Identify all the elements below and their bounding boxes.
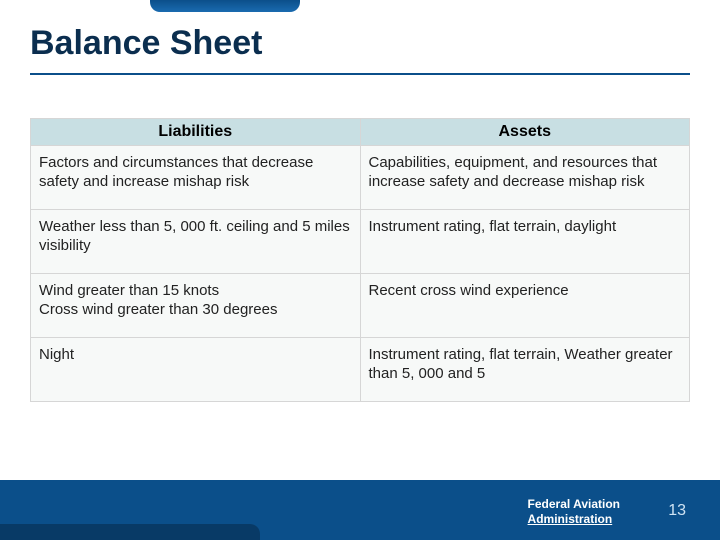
footer-accent bbox=[0, 524, 260, 540]
balance-table: Liabilities Assets Factors and circumsta… bbox=[30, 118, 690, 402]
cell-liabilities: Weather less than 5, 000 ft. ceiling and… bbox=[31, 210, 361, 274]
page-title: Balance Sheet bbox=[30, 24, 690, 63]
cell-assets: Instrument rating, flat terrain, dayligh… bbox=[360, 210, 690, 274]
cell-assets: Recent cross wind experience bbox=[360, 274, 690, 338]
cell-liabilities: Night bbox=[31, 338, 361, 402]
footer-agency: Federal Aviation Administration bbox=[528, 497, 620, 526]
cell-liabilities: Factors and circumstances that decrease … bbox=[31, 146, 361, 210]
table-row: Factors and circumstances that decrease … bbox=[31, 146, 690, 210]
cell-assets: Instrument rating, flat terrain, Weather… bbox=[360, 338, 690, 402]
footer-agency-line2: Administration bbox=[528, 512, 620, 526]
table-row: Wind greater than 15 knots Cross wind gr… bbox=[31, 274, 690, 338]
col-header-assets: Assets bbox=[360, 119, 690, 146]
title-underline bbox=[30, 73, 690, 75]
cell-assets: Capabilities, equipment, and resources t… bbox=[360, 146, 690, 210]
col-header-liabilities: Liabilities bbox=[31, 119, 361, 146]
table-row: Night Instrument rating, flat terrain, W… bbox=[31, 338, 690, 402]
table-header-row: Liabilities Assets bbox=[31, 119, 690, 146]
cell-liabilities: Wind greater than 15 knots Cross wind gr… bbox=[31, 274, 361, 338]
footer-agency-line1: Federal Aviation bbox=[528, 497, 620, 511]
table-row: Weather less than 5, 000 ft. ceiling and… bbox=[31, 210, 690, 274]
page-number: 13 bbox=[668, 502, 686, 520]
top-accent-bar bbox=[0, 0, 720, 12]
title-wrap: Balance Sheet bbox=[30, 24, 690, 63]
slide: Balance Sheet Liabilities Assets Factors… bbox=[0, 0, 720, 540]
balance-table-wrap: Liabilities Assets Factors and circumsta… bbox=[30, 118, 690, 402]
